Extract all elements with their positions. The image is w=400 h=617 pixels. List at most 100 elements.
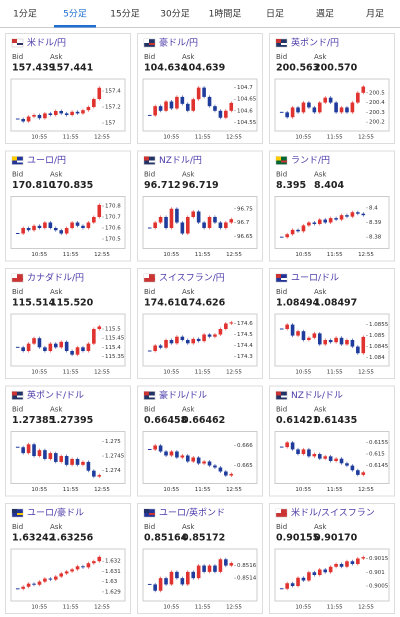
pair-name[interactable]: 英ポンド/円 [291,37,339,49]
candle [229,563,234,566]
pair-name[interactable]: NZドル/ドル [291,391,343,401]
candle [290,442,295,450]
flag-detail [144,509,149,513]
candle [334,218,338,220]
candle [207,217,212,228]
candle [296,449,300,455]
pair-name[interactable]: 豪ドル/ドル [159,389,207,401]
candle [81,225,85,228]
pair-name[interactable]: 豪ドル/円 [159,37,198,49]
bid-label: Bid [144,523,155,531]
bid-label: Bid [144,53,155,61]
pair-name[interactable]: ユーロ/英ポンド [159,507,225,519]
tab[interactable]: 1時間足 [209,9,242,20]
candle [213,334,217,337]
y-tick-label: 1.0855 [369,322,389,328]
pair-name[interactable]: 米ドル/スイスフラン [291,507,375,519]
flag-detail [149,278,155,280]
y-tick-label: 104.7 [237,85,253,91]
candle [334,337,338,343]
candle [285,234,289,238]
ask-label: Ask [50,171,63,179]
candle [224,559,228,566]
pair-name[interactable]: 米ドル/円 [27,37,66,49]
candle [328,566,333,573]
x-tick-label: 11:55 [327,605,343,611]
pair-name[interactable]: ランド/円 [291,155,330,166]
candle [323,340,328,345]
candle [59,341,64,348]
bid-price: 0.85164 [144,533,188,544]
y-tick-label: 157.4 [105,89,121,95]
candle [64,113,69,115]
y-tick-label: 0.901 [369,570,385,576]
pair-name[interactable]: ユーロ/ドル [291,274,339,284]
candle [59,230,64,234]
candle [53,576,58,580]
tab[interactable]: 日足 [266,9,284,20]
bid-label: Bid [276,53,287,61]
pair-name[interactable]: 英ポンド/ドル [27,389,84,401]
candle [92,470,96,477]
candle [229,102,234,111]
y-tick-label: 1.085 [369,333,385,339]
x-tick-label: 12:55 [94,135,110,141]
y-tick-label: 170.8 [105,204,121,210]
ask-label: Ask [314,523,327,531]
candle [70,222,74,228]
candle [164,340,168,348]
candle [202,565,206,572]
candle [350,212,355,217]
candle [312,572,317,575]
pair-name[interactable]: カナダドル/円 [27,272,84,284]
candle [59,573,64,577]
candle [70,569,74,572]
y-tick-label: 157 [105,121,116,127]
flag-detail [149,513,155,515]
candle [290,324,295,336]
pair-name[interactable]: ユーロ/豪ドル [27,507,84,519]
x-tick-label: 12:55 [226,135,242,141]
y-tick-label: 200.4 [369,100,385,106]
pair-name[interactable]: NZドル/円 [159,155,202,166]
tab[interactable]: 週足 [316,9,334,20]
ask-label: Ask [182,171,195,179]
pair-name[interactable]: スイスフラン/円 [159,273,225,284]
candle [86,343,91,351]
x-tick-label: 10:55 [31,370,47,376]
flag-detail [12,39,17,43]
tab[interactable]: 1分足 [13,9,37,20]
ask-price: 0.61435 [314,415,357,426]
candle [43,113,47,119]
candle [361,86,366,93]
tab[interactable]: 15分足 [110,9,139,20]
bid-label: Bid [144,406,155,414]
candle [185,103,190,111]
tab[interactable]: 5分足 [63,9,87,20]
candle [224,471,228,476]
flag-detail [149,43,155,45]
ask-label: Ask [50,288,63,296]
ask-label: Ask [50,406,63,414]
bid-price: 170.810 [12,180,56,191]
candle [53,228,58,231]
y-tick-label: 0.666 [237,443,253,449]
y-tick-label: 1.2745 [105,454,125,460]
ask-label: Ask [182,523,195,531]
ask-price: 0.90170 [314,533,358,544]
x-tick-label: 11:55 [327,370,343,376]
tab[interactable]: 月足 [366,9,384,20]
tab[interactable]: 30分足 [160,9,189,20]
pair-name[interactable]: ユーロ/円 [27,155,66,166]
active-tab-underline [54,25,96,28]
x-tick-label: 10:55 [163,252,179,258]
candle [196,211,201,223]
y-tick-label: 0.6145 [369,463,389,469]
candle [361,472,366,475]
y-tick-label: 8.38 [369,235,382,241]
candle [26,228,31,231]
candle [26,444,31,454]
x-tick-label: 10:55 [163,370,179,376]
flag-detail [276,509,281,513]
